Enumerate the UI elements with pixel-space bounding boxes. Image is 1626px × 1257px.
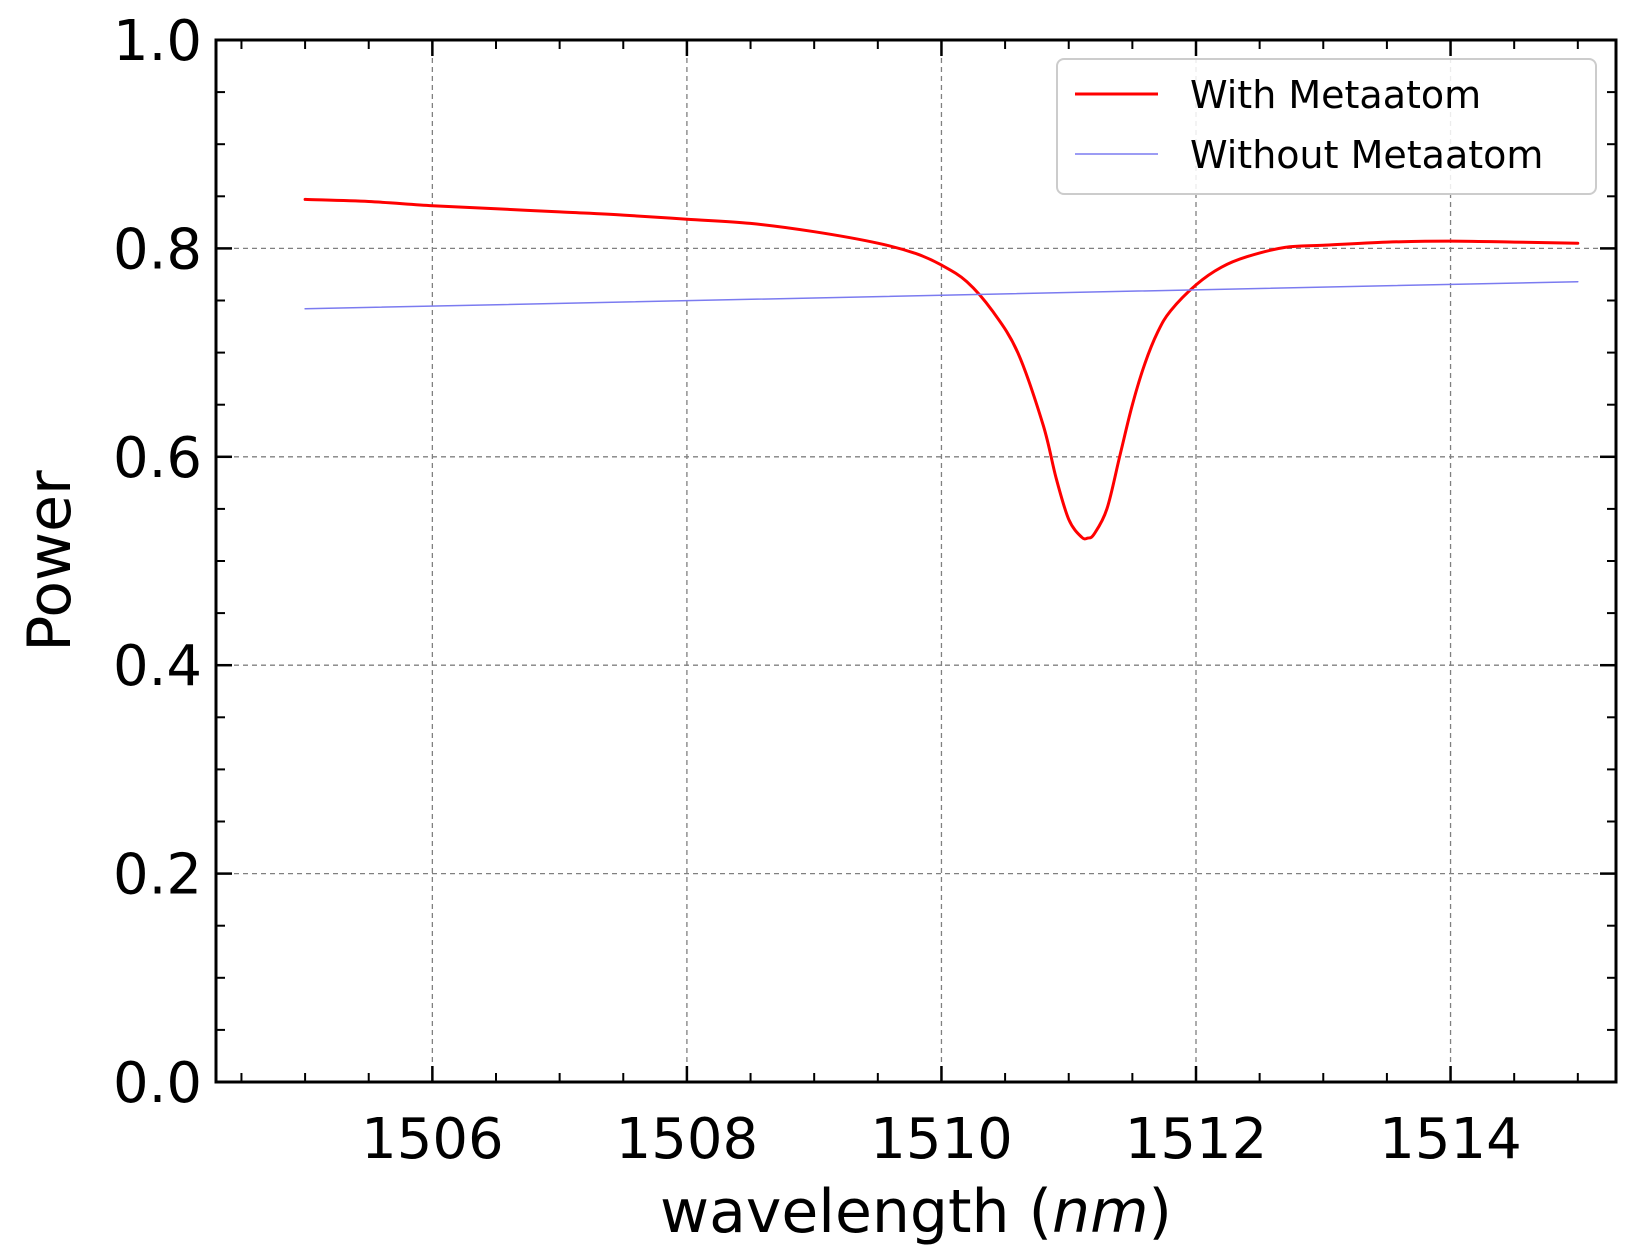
legend-label-without-metaatom: Without Metaatom: [1190, 133, 1543, 177]
legend-box: [1056, 58, 1597, 195]
series-layer: [303, 197, 1580, 541]
x-axis-label: wavelength (nm): [660, 1177, 1172, 1247]
grid-lines: [216, 40, 1616, 1082]
x-tick-label-3: 1512: [1125, 1107, 1268, 1172]
y-tick-label-3: 0.6: [113, 426, 202, 491]
y-tick-label-0: 0.0: [113, 1051, 202, 1116]
series-line-with-metaatom: [303, 197, 1580, 541]
y-tick-label-5: 1.0: [113, 9, 202, 74]
axis-ticks: [216, 38, 1616, 1084]
y-tick-label-4: 0.8: [113, 217, 202, 282]
series-line-without-metaatom: [304, 280, 1579, 310]
x-tick-label-2: 1510: [870, 1107, 1013, 1172]
x-tick-label-4: 1514: [1379, 1107, 1522, 1172]
y-axis-label: Power: [15, 470, 85, 652]
tick-labels: 1506 1508 1510 1512 1514 0.0 0.2 0.4 0.6 0.8 1.0: [113, 9, 1522, 1172]
x-tick-label-0: 1506: [361, 1107, 504, 1172]
y-tick-label-1: 0.2: [113, 843, 202, 908]
legend: With Metaatom Without Metaatom: [1056, 58, 1597, 195]
legend-label-with-metaatom: With Metaatom: [1190, 73, 1481, 117]
y-tick-label-2: 0.4: [113, 634, 202, 699]
plot-background: [216, 40, 1616, 1082]
x-tick-label-1: 1508: [616, 1107, 759, 1172]
